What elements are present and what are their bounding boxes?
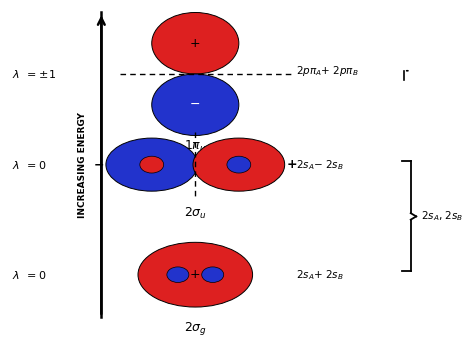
Text: +: + xyxy=(286,158,297,171)
Text: $2p\pi_A$+ $2p\pi_B$: $2p\pi_A$+ $2p\pi_B$ xyxy=(296,64,359,78)
Text: −: − xyxy=(94,158,104,171)
Ellipse shape xyxy=(152,74,239,135)
Text: −: − xyxy=(190,98,201,111)
Text: INCREASING ENERGY: INCREASING ENERGY xyxy=(79,112,88,218)
Text: $2s_A$+ $2s_B$: $2s_A$+ $2s_B$ xyxy=(296,268,344,282)
Text: $\lambda$  = 0: $\lambda$ = 0 xyxy=(12,269,47,281)
Text: $\lambda$  = ±1: $\lambda$ = ±1 xyxy=(12,68,56,80)
Ellipse shape xyxy=(106,138,198,191)
Circle shape xyxy=(202,267,224,282)
Text: +: + xyxy=(190,268,201,281)
Text: $\lambda$  = 0: $\lambda$ = 0 xyxy=(12,159,47,170)
Text: $2\sigma_g$: $2\sigma_g$ xyxy=(184,320,207,337)
Text: $2s_A$, $2s_B$: $2s_A$, $2s_B$ xyxy=(421,209,463,223)
Circle shape xyxy=(167,267,189,282)
Text: +: + xyxy=(190,37,201,50)
Text: $2s_A$$-$ $2s_B$: $2s_A$$-$ $2s_B$ xyxy=(296,158,344,172)
Ellipse shape xyxy=(152,13,239,74)
Text: $1\pi_u$: $1\pi_u$ xyxy=(184,138,207,154)
Circle shape xyxy=(140,156,164,173)
Text: $2\sigma_u$: $2\sigma_u$ xyxy=(184,206,207,221)
Ellipse shape xyxy=(138,242,253,307)
Ellipse shape xyxy=(193,138,285,191)
Circle shape xyxy=(227,156,251,173)
